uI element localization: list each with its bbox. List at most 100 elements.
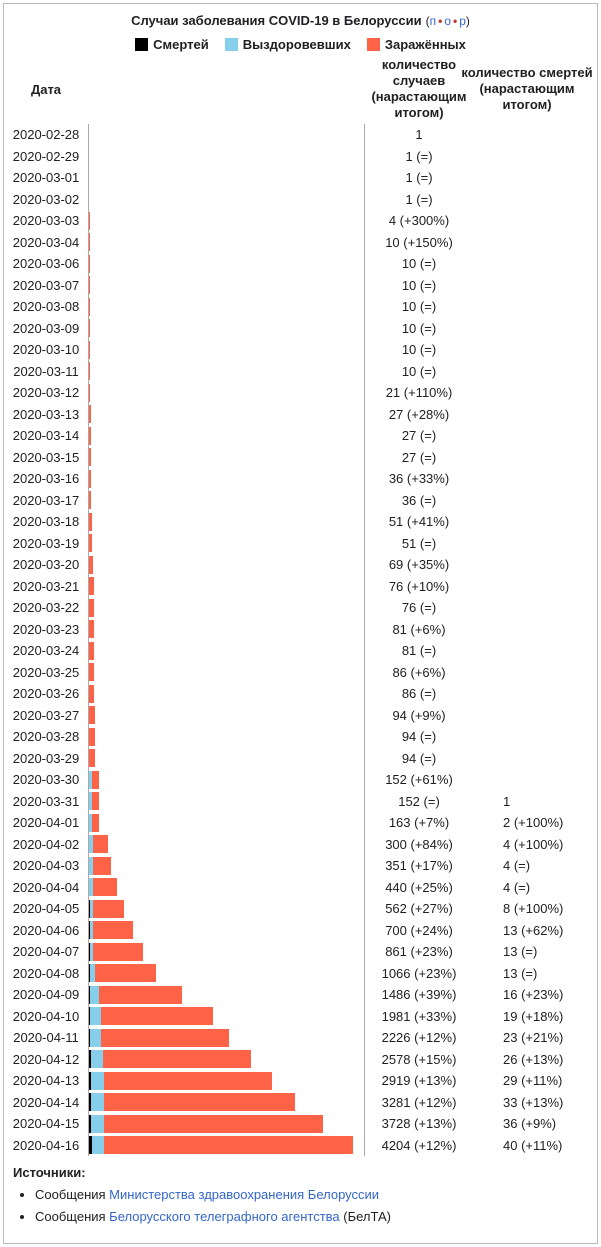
row-date: 2020-04-16 [12, 1137, 80, 1153]
row-deaths-value: 29 (+11%) [503, 1073, 563, 1089]
bar-recovered-segment [89, 921, 94, 940]
stacked-bar [89, 856, 112, 875]
table-row: 2020-03-15 27 (=) [4, 446, 597, 468]
bar-infected-segment [89, 426, 91, 445]
row-bar-cell [88, 188, 365, 210]
row-deaths-value: 40 (+11%) [503, 1137, 563, 1153]
bar-recovered-segment [91, 1136, 105, 1155]
row-date: 2020-03-03 [12, 213, 80, 229]
row-date: 2020-03-08 [12, 299, 80, 315]
row-deaths-value: 16 (+23%) [503, 987, 564, 1003]
stacked-bar [89, 727, 95, 746]
row-date: 2020-04-08 [12, 965, 80, 981]
table-row: 2020-04-14 3281 (+12%) 33 (+13%) [4, 1091, 597, 1113]
bar-recovered-segment [90, 985, 99, 1004]
legend-item: Смертей [135, 37, 209, 52]
row-cases-value: 94 (=) [401, 729, 437, 745]
row-cases-value: 10 (=) [401, 256, 437, 272]
row-cases-value: 3281 (+12%) [381, 1094, 457, 1110]
row-bar-cell [88, 382, 365, 404]
row-date: 2020-03-29 [12, 750, 80, 766]
bar-infected-segment [89, 233, 90, 252]
row-bar-cell [88, 640, 365, 662]
stacked-bar [89, 448, 91, 467]
legend-swatch-icon [135, 38, 149, 51]
bar-infected-segment [103, 1093, 295, 1112]
bar-infected-segment [93, 942, 144, 961]
nav-link-edit[interactable]: р [459, 14, 466, 28]
table-row: 2020-04-03 351 (+17%) 4 (=) [4, 855, 597, 877]
table-row: 2020-03-21 76 (+10%) [4, 575, 597, 597]
row-date: 2020-04-05 [12, 901, 80, 917]
row-date: 2020-03-06 [12, 256, 80, 272]
row-deaths-value: 4 (+100%) [503, 836, 564, 852]
bar-deaths-segment [89, 899, 90, 918]
row-date: 2020-04-14 [12, 1094, 80, 1110]
table-row: 2020-03-16 36 (+33%) [4, 468, 597, 490]
row-cases-value: 81 (+6%) [392, 621, 446, 637]
row-cases-value: 51 (=) [401, 535, 437, 551]
row-date: 2020-03-22 [12, 600, 80, 616]
row-cases-value: 300 (+84%) [385, 836, 453, 852]
stacked-bar [89, 598, 94, 617]
stacked-bar [89, 534, 93, 553]
sources-section: Источники: Сообщения Министерства здраво… [4, 1165, 597, 1224]
bar-infected-segment [92, 856, 112, 875]
row-bar-cell [88, 833, 365, 855]
row-deaths-value: 8 (+100%) [503, 901, 564, 917]
stacked-bar [89, 899, 125, 918]
row-cases-value: 1 (=) [405, 191, 433, 207]
bar-infected-segment [89, 663, 95, 682]
row-cases-value: 2919 (+13%) [381, 1073, 457, 1089]
row-bar-cell [88, 661, 365, 683]
table-row: 2020-03-06 10 (=) [4, 253, 597, 275]
table-row: 2020-03-20 69 (+35%) [4, 554, 597, 576]
row-date: 2020-04-03 [12, 858, 80, 874]
source-link[interactable]: Белорусского телеграфного агентства [109, 1209, 340, 1224]
chart-rows: 2020-02-28 1 2020-02-29 1 (=) 2020-03-01 [4, 124, 597, 1156]
row-cases-value: 10 (=) [401, 299, 437, 315]
row-cases-value: 1 (=) [405, 148, 433, 164]
row-deaths-value: 1 [503, 793, 511, 809]
row-date: 2020-04-02 [12, 836, 80, 852]
bar-deaths-segment [89, 985, 90, 1004]
bar-infected-segment [89, 555, 94, 574]
table-row: 2020-03-25 86 (+6%) [4, 661, 597, 683]
bar-infected-segment [89, 405, 91, 424]
row-cases-value: 27 (=) [401, 449, 437, 465]
row-bar-cell [88, 855, 365, 877]
row-bar-cell [88, 231, 365, 253]
row-date: 2020-04-09 [12, 987, 80, 1003]
stacked-bar [89, 1050, 251, 1069]
nav-close-paren: ) [465, 14, 470, 28]
row-cases-value: 81 (=) [401, 643, 437, 659]
stacked-bar [89, 362, 90, 381]
row-date: 2020-03-01 [12, 170, 80, 186]
row-bar-cell [88, 167, 365, 189]
source-link[interactable]: Министерства здравоохранения Белоруссии [109, 1187, 380, 1202]
row-bar-cell [88, 403, 365, 425]
bar-infected-segment [89, 319, 90, 338]
row-date: 2020-03-10 [12, 342, 80, 358]
nav-link-discuss[interactable]: о [444, 14, 452, 28]
stacked-bar [89, 1114, 324, 1133]
stacked-bar [89, 276, 90, 295]
sources-heading: Источники: [13, 1165, 86, 1180]
row-deaths-value: 33 (+13%) [503, 1094, 564, 1110]
row-cases-value: 10 (=) [401, 277, 437, 293]
stacked-bar [89, 254, 90, 273]
row-cases-value: 10 (=) [401, 342, 437, 358]
bar-infected-segment [103, 1050, 251, 1069]
nav-open-paren: ( [425, 14, 430, 28]
row-cases-value: 152 (=) [398, 793, 440, 809]
bar-infected-segment [89, 448, 91, 467]
table-row: 2020-03-22 76 (=) [4, 597, 597, 619]
nav-link-view[interactable]: п [429, 14, 437, 28]
row-date: 2020-04-15 [12, 1116, 80, 1132]
table-row: 2020-03-09 10 (=) [4, 317, 597, 339]
table-row: 2020-03-02 1 (=) [4, 188, 597, 210]
stacked-bar [89, 340, 90, 359]
source-prefix: Сообщения [35, 1187, 110, 1202]
row-cases-value: 51 (+41%) [388, 514, 450, 530]
row-date: 2020-03-04 [12, 234, 80, 250]
